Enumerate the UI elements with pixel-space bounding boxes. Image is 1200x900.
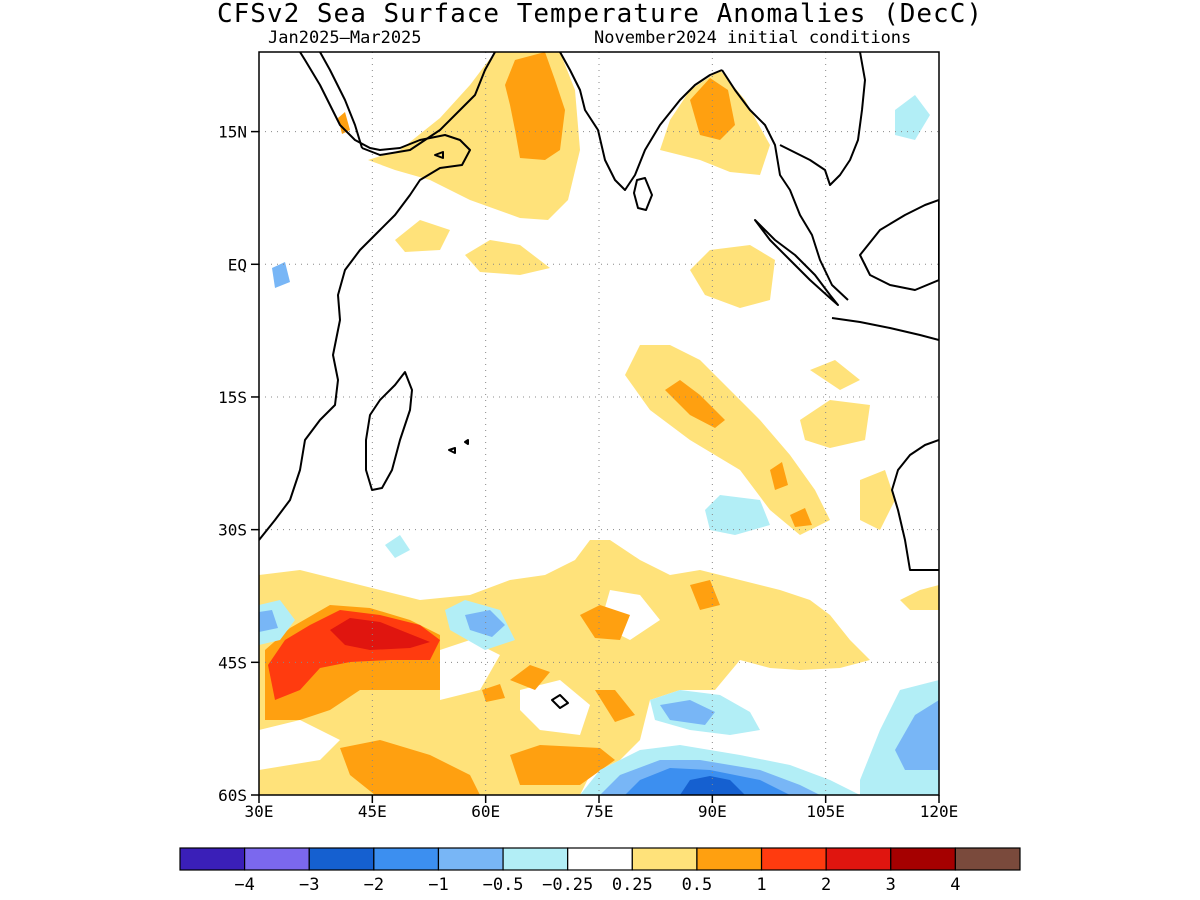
sri-lanka <box>633 177 653 211</box>
colorbar-label: 0.5 <box>682 875 713 895</box>
lon-label: 90E <box>698 802 727 821</box>
colorbar-label: 2 <box>821 875 831 895</box>
colorbar-label: 0.25 <box>612 875 653 895</box>
coastlines <box>259 52 939 709</box>
africa-arabia-coast <box>259 52 471 541</box>
colorbar-swatch-9 <box>760 847 827 871</box>
lat-label: 15N <box>218 123 247 142</box>
colorbar-swatch-3 <box>373 847 440 871</box>
colorbar-label: 1 <box>756 875 766 895</box>
borneo-coast <box>859 199 939 291</box>
south-central-orange <box>665 380 725 428</box>
sw-aus-warm <box>860 470 895 530</box>
southern-orange-2 <box>580 605 630 640</box>
colorbar-swatch-5 <box>502 847 569 871</box>
cool-central-south <box>705 495 770 535</box>
forecast-period: Jan2025–Mar2025 <box>268 28 422 48</box>
cool-deepest <box>680 776 745 795</box>
colorbar-label: −1 <box>428 875 448 895</box>
australia-coast <box>891 439 939 571</box>
southern-orange-3 <box>690 580 720 610</box>
initial-conditions: November2024 initial conditions <box>594 28 912 48</box>
arabian-orange <box>505 52 565 160</box>
cool-mid-1 <box>465 610 505 637</box>
anomaly-deep-blue <box>680 776 745 795</box>
socotra <box>434 151 444 159</box>
colorbar-swatch-8 <box>696 847 763 871</box>
arabian-orange-small <box>338 112 350 134</box>
aus-west-warm <box>810 360 860 390</box>
lat-label: 45S <box>218 653 247 672</box>
colorbar-label: −0.25 <box>542 875 593 895</box>
eq-central-warm <box>465 240 550 275</box>
colorbar-swatch-0 <box>179 847 246 871</box>
map-title: CFSv2 Sea Surface Temperature Anomalies … <box>216 0 984 29</box>
mascarene-1 <box>448 447 456 454</box>
lon-label: 105E <box>806 802 845 821</box>
cool-mid-5 <box>259 610 278 632</box>
colorbar-swatch-2 <box>308 847 375 871</box>
cool-sw <box>385 535 410 558</box>
red-sea-west-coast <box>319 52 363 149</box>
southern-orange-7 <box>340 740 480 795</box>
aus-south-warm <box>900 585 939 610</box>
southern-orange-4 <box>510 665 550 690</box>
cool-mid-2 <box>660 700 715 725</box>
lon-label: 30E <box>245 802 274 821</box>
colorbar-swatch-10 <box>825 847 892 871</box>
lon-label: 75E <box>585 802 614 821</box>
colorbar-label: −2 <box>364 875 384 895</box>
india-coast <box>559 52 723 191</box>
lat-label: 15S <box>218 388 247 407</box>
anomaly-neutral-holes <box>259 590 660 770</box>
kerguelen <box>551 694 569 709</box>
indochina-coast <box>779 52 866 186</box>
colorbar-swatch-6 <box>567 847 633 871</box>
colorbar-swatch-11 <box>890 847 956 871</box>
colorbar-label: −3 <box>299 875 319 895</box>
cool-mid-4 <box>895 700 939 770</box>
arabia-south-coast <box>361 52 496 156</box>
southern-orange-8 <box>510 745 615 785</box>
southern-deep-red <box>330 618 430 650</box>
mascarene-2 <box>464 439 469 445</box>
cool-east-1 <box>895 95 930 140</box>
cool-mid-6 <box>272 262 290 288</box>
south-orange-small-1 <box>770 462 788 490</box>
neutral-hole-4 <box>259 720 340 770</box>
neutral-hole-2 <box>520 680 590 735</box>
lon-label: 120E <box>920 802 959 821</box>
eq-east-warm <box>690 245 775 308</box>
southern-orange-6 <box>595 690 635 722</box>
colorbar: −4 −3 −2 −1 −0.5 −0.25 0.25 0.5 1 2 3 4 <box>179 847 1021 895</box>
colorbar-swatch-12 <box>954 847 1021 871</box>
anomaly-field <box>259 52 939 795</box>
south-orange-small-2 <box>790 508 812 527</box>
lat-label: 30S <box>218 521 247 540</box>
colorbar-swatch-1 <box>244 847 310 871</box>
neutral-hole-1 <box>440 640 500 700</box>
lon-label: 45E <box>358 802 387 821</box>
madagascar <box>365 371 413 491</box>
java-coast <box>831 317 939 341</box>
colorbar-label: 4 <box>950 875 960 895</box>
lat-label: 60S <box>218 786 247 805</box>
colorbar-swatch-7 <box>631 847 698 871</box>
bay-east-coast <box>721 69 849 301</box>
colorbar-label: −4 <box>234 875 254 895</box>
anomaly-deep-red <box>330 618 430 650</box>
lon-label: 60E <box>471 802 500 821</box>
colorbar-swatch-4 <box>437 847 504 871</box>
sumatra-coast <box>754 219 839 306</box>
bay-orange <box>690 78 735 140</box>
aus-nw-warm <box>800 400 870 448</box>
eq-arabian-warm <box>395 220 450 252</box>
colorbar-label: −0.5 <box>483 875 524 895</box>
lat-label: EQ <box>228 255 247 274</box>
colorbar-label: 3 <box>886 875 896 895</box>
southern-orange-5 <box>482 684 505 702</box>
